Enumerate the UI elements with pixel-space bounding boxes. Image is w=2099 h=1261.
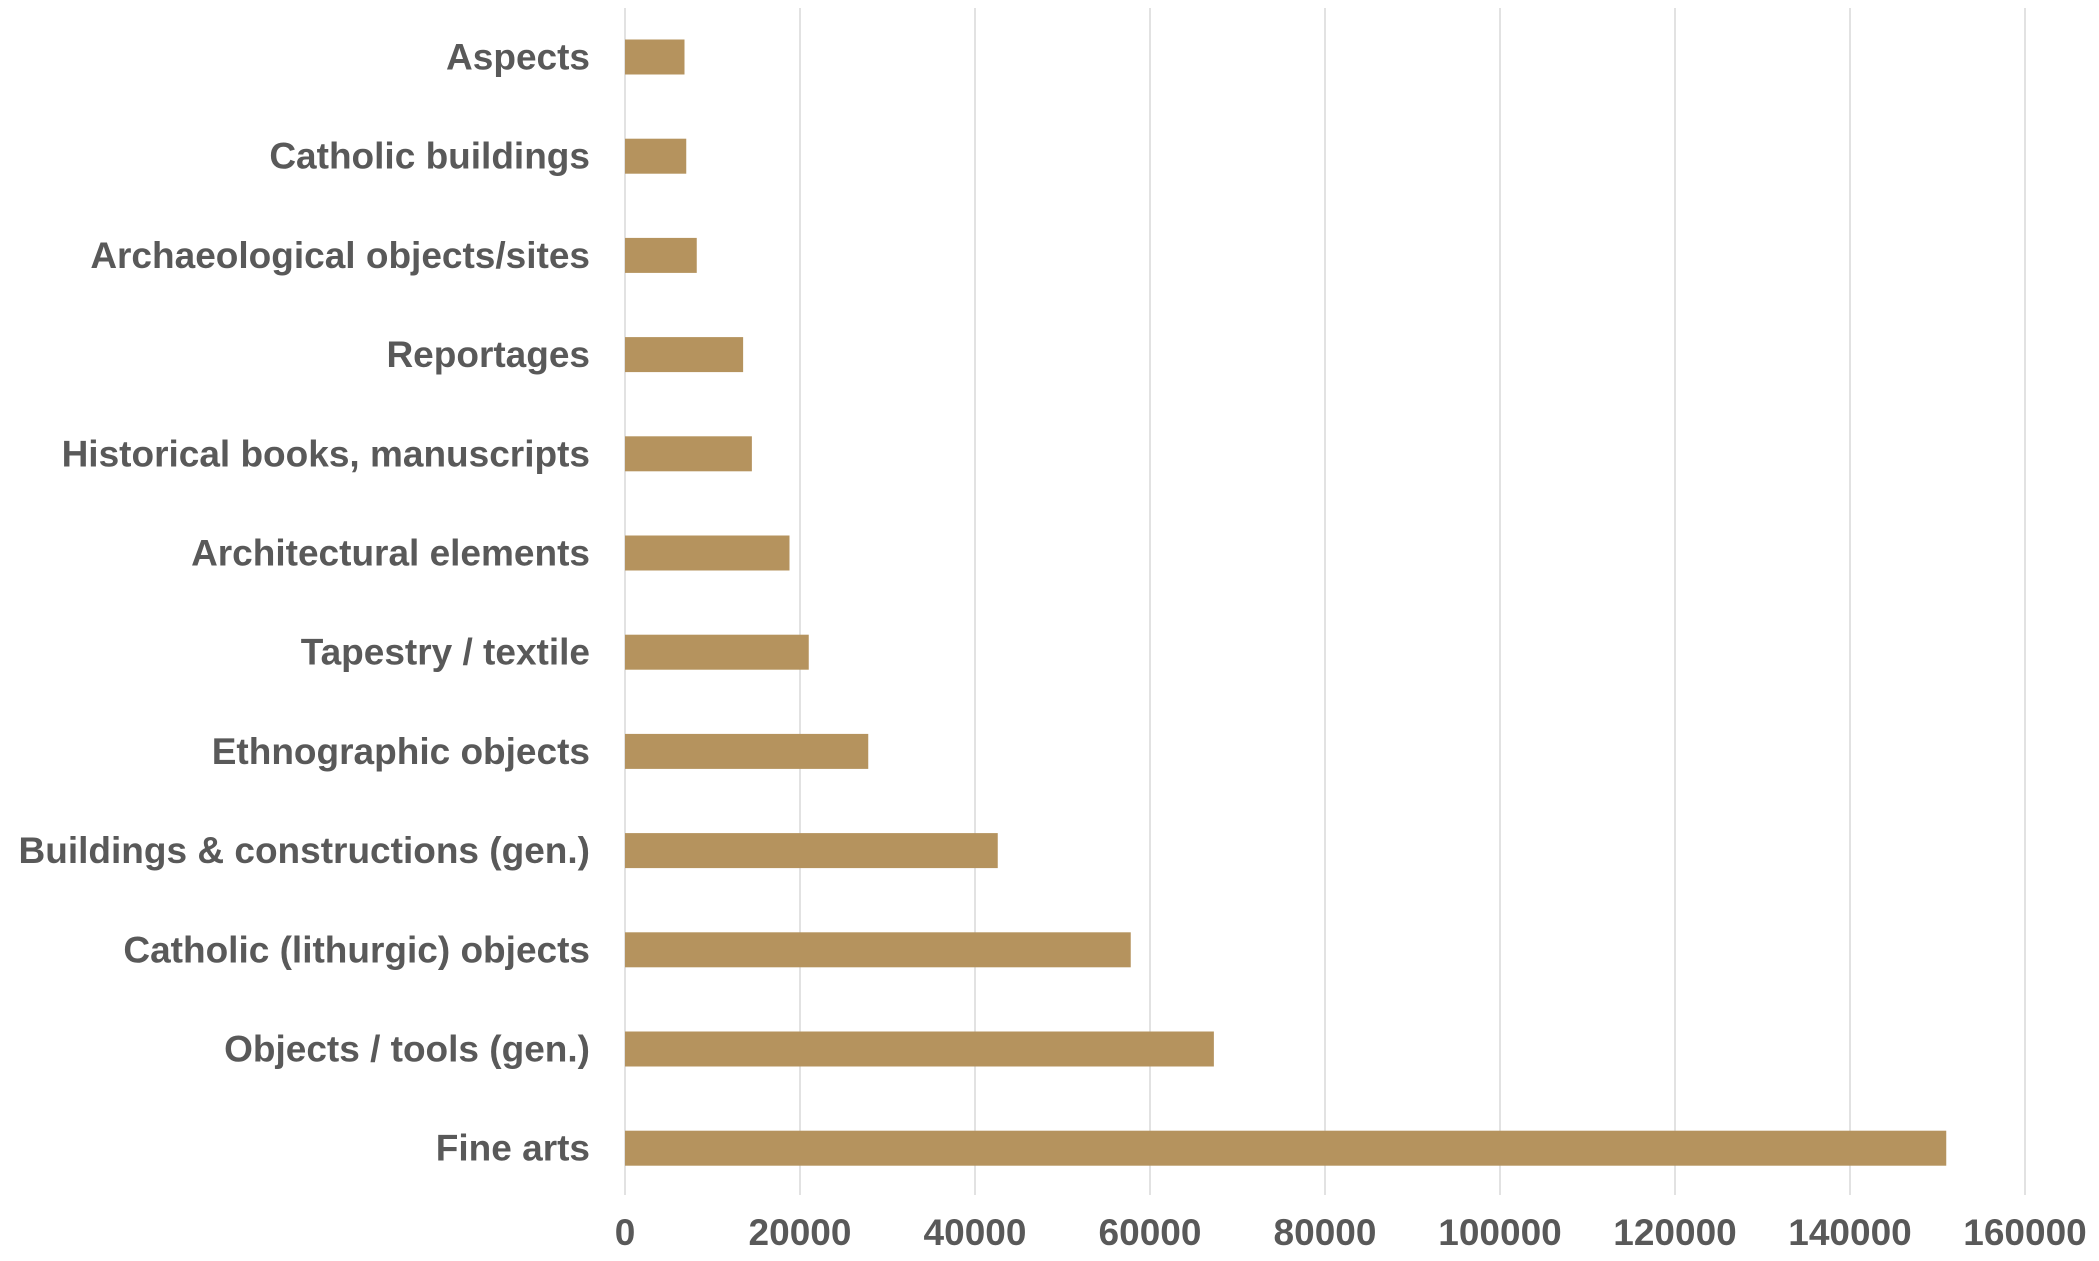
x-tick-label-120000: 120000: [1613, 1212, 1736, 1253]
bars: [625, 39, 1947, 1166]
category-label-buildings-constructions-gen: Buildings & constructions (gen.): [19, 830, 590, 871]
category-label-reportages: Reportages: [386, 334, 590, 375]
x-tick-label-140000: 140000: [1788, 1212, 1911, 1253]
category-labels: Aspects Catholic buildings Archaeological …: [19, 37, 590, 1169]
category-label-tapestry-textile: Tapestry / textile: [301, 632, 590, 673]
x-tick-label-40000: 40000: [924, 1212, 1027, 1253]
category-label-historical-books-manuscripts: Historical books, manuscripts: [62, 433, 590, 474]
x-axis-tick-labels: 0 20000 40000 60000 80000 100000 120000 140000 1…: [615, 1212, 2087, 1253]
category-label-catholic-buildings: Catholic buildings: [269, 136, 590, 177]
bar-tapestry-textile: [625, 634, 809, 670]
bar-buildings-constructions-gen: [625, 833, 998, 869]
category-label-aspects: Aspects: [446, 37, 590, 78]
category-label-ethnographic-objects: Ethnographic objects: [212, 731, 590, 772]
x-tick-label-100000: 100000: [1438, 1212, 1561, 1253]
x-tick-label-60000: 60000: [1099, 1212, 1202, 1253]
category-label-fine-arts: Fine arts: [436, 1128, 590, 1169]
bar-ethnographic-objects: [625, 733, 869, 769]
bar-historical-books-manuscripts: [625, 436, 752, 472]
bar-objects-tools-gen: [625, 1031, 1214, 1067]
bar-archaeological-objects-sites: [625, 237, 697, 273]
category-label-objects-tools-gen: Objects / tools (gen.): [224, 1029, 590, 1070]
category-label-architectural-elements: Architectural elements: [191, 533, 590, 574]
category-label-archaeological-objects-sites: Archaeological objects/sites: [90, 235, 590, 276]
bar-reportages: [625, 337, 744, 373]
x-tick-label-80000: 80000: [1274, 1212, 1377, 1253]
bar-catholic-buildings: [625, 138, 687, 174]
x-tick-label-160000: 160000: [1963, 1212, 2086, 1253]
gridlines: [624, 8, 2026, 1195]
bar-architectural-elements: [625, 535, 790, 571]
bar-fine-arts: [625, 1130, 1947, 1166]
x-tick-label-0: 0: [615, 1212, 636, 1253]
category-label-catholic-lithurgic-objects: Catholic (lithurgic) objects: [123, 929, 590, 970]
x-tick-label-20000: 20000: [749, 1212, 852, 1253]
bar-aspects: [625, 39, 685, 75]
bar-catholic-lithurgic-objects: [625, 932, 1131, 968]
